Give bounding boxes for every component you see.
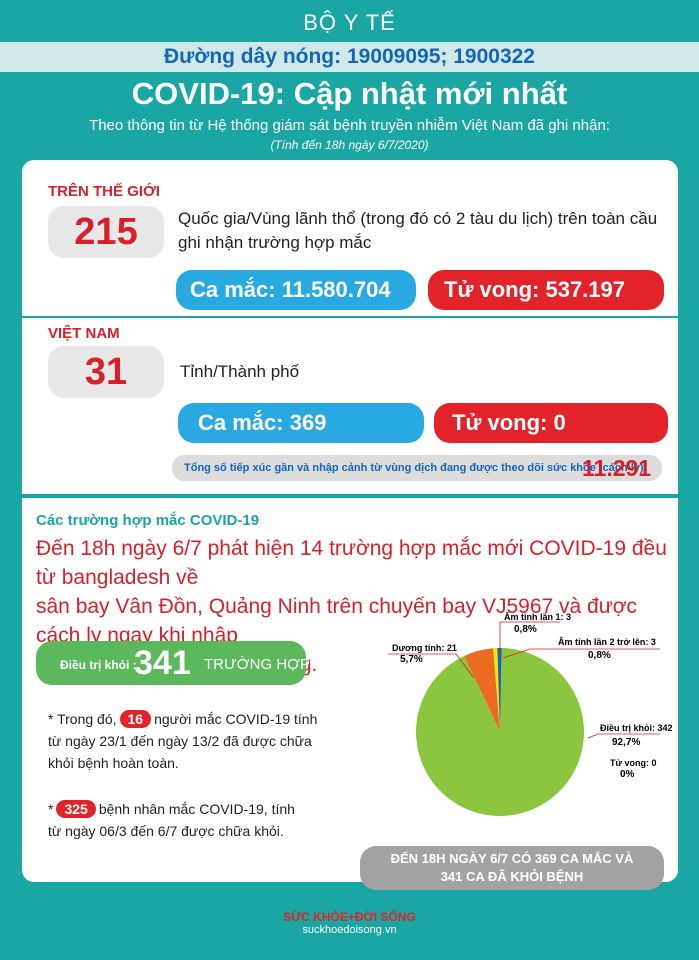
pie-slice-duong-tinh <box>464 648 500 732</box>
world-cases-pill: Ca mắc: 11.580.704 <box>176 270 416 310</box>
callout-negative-2: Âm tính lần 2 trở lên: 3 0,8% <box>502 636 660 661</box>
cases-pie-chart: Âm tính lần 1: 3 0,8% Âm tính lần 2 trở … <box>388 611 673 816</box>
summary-line1: ĐẾN 18H NGÀY 6/7 CÓ 369 CA MẮC VÀ <box>390 851 634 866</box>
pie-slice-am-tinh-lan-1 <box>493 648 500 732</box>
note-early-cases: * Trong đó, 16 người mắc COVID-19 tính từ … <box>48 708 348 774</box>
note1-line2: từ ngày 23/1 đến ngày 13/2 đã được chữa <box>48 733 312 749</box>
contact-text: Tổng số tiếp xúc gần và nhập cảnh từ vùn… <box>184 462 648 474</box>
vietnam-cases-pill: Ca mắc: 369 <box>178 403 424 443</box>
brand-url: suckhoedoisong.vn <box>302 924 397 936</box>
cured-pill <box>36 641 306 685</box>
callout-deaths-label: Tử vong: 0 <box>610 758 657 768</box>
callout-negative-2-label: Âm tính lần 2 trở lên: 3 <box>558 636 656 647</box>
callout-negative-1-percent: 0,8% <box>514 624 537 635</box>
note2-prefix: * <box>48 801 54 817</box>
callout-deaths-percent: 0% <box>620 769 635 780</box>
cases-paragraph-line1: Đến 18h ngày 6/7 phát hiện 14 trường hợp… <box>36 537 667 589</box>
pie-slices <box>416 648 584 816</box>
vietnam-desc: Tỉnh/Thành phố <box>180 362 300 381</box>
footer: SỨC KHỎE+ĐỜI SỐNG suckhoedoisong.vn <box>0 910 699 936</box>
callout-cured: Điều trị khỏi: 342 92,7% <box>587 723 673 748</box>
callout-cured-label: Điều trị khỏi: 342 <box>600 723 673 733</box>
ministry-title: BỘ Y TẾ <box>303 10 396 35</box>
callout-positive: Dương tính: 21 5,7% <box>388 643 475 679</box>
summary-bar: ĐẾN 18H NGÀY 6/7 CÓ 369 CA MẮC VÀ 341 CA… <box>360 846 664 890</box>
cured-unit: TRƯỜNG HỢP <box>204 656 311 673</box>
vietnam-deaths-pill: Tử vong: 0 <box>434 403 668 443</box>
vietnam-province-count: 31 <box>48 346 164 398</box>
note1-prefix: * Trong đó, <box>48 711 117 727</box>
vietnam-label: VIỆT NAM <box>48 325 120 342</box>
contact-count: 11.291 <box>582 455 652 481</box>
page-title: COVID-19: Cập nhật mới nhất <box>131 76 568 111</box>
summary-line2: 341 CA ĐÃ KHỎI BỆNH <box>440 869 584 884</box>
callout-positive-percent: 5,7% <box>400 654 423 665</box>
cases-title: Các trường hợp mắc COVID-19 <box>36 512 260 529</box>
callout-negative-2-percent: 0,8% <box>588 650 611 661</box>
note2-badge: 325 <box>56 800 96 818</box>
callout-cured-line <box>587 733 660 739</box>
note2-line2: từ ngày 06/3 đến 6/7 được chữa khỏi. <box>48 823 284 839</box>
callout-negative-1: Âm tính lần 1: 3 0,8% <box>499 611 571 656</box>
pie-slice-dieu-tri-khoi <box>416 648 584 816</box>
note-later-cases: * 325 bệnh nhân mắc COVID-19, tính từ ngày… <box>48 798 348 842</box>
subtitle: Theo thông tin từ Hệ thống giám sát bệnh… <box>89 117 610 134</box>
note1-suffix: người mắc COVID-19 tính <box>154 711 318 727</box>
hotline-bar <box>0 42 699 72</box>
note1-line3: khỏi bệnh hoàn toàn. <box>48 755 179 771</box>
world-country-count: 215 <box>48 206 164 258</box>
world-desc: Quốc gia/Vùng lãnh thổ (trong đó có 2 tà… <box>178 207 678 255</box>
world-deaths-pill: Tử vong: 537.197 <box>428 270 664 310</box>
callout-negative-1-line <box>499 621 560 656</box>
callout-negative-2-line <box>502 648 660 659</box>
world-label: TRÊN THẾ GIỚI <box>48 183 160 200</box>
contact-bar <box>172 455 662 481</box>
callout-cured-percent: 92,7% <box>612 737 640 748</box>
callout-positive-label: Dương tính: 21 <box>392 643 457 653</box>
cured-label: Điều trị khỏi : <box>60 658 137 672</box>
callout-deaths: Tử vong: 0 0% <box>610 758 657 780</box>
callout-negative-1-label: Âm tính lần 1: 3 <box>504 611 571 622</box>
hotline: Đường dây nóng: 19009095; 1900322 <box>164 45 535 68</box>
date-note: (Tính đến 18h ngày 6/7/2020) <box>270 138 429 152</box>
world-desc-line2: ghi nhận trường hợp mắc <box>178 233 372 252</box>
pie-slice-am-tinh-lan-2-tro-len <box>497 648 502 732</box>
note1-badge: 16 <box>119 710 152 728</box>
brand-logo: SỨC KHỎE+ĐỜI SỐNG <box>283 910 416 924</box>
callout-positive-line <box>388 653 475 679</box>
cured-count: 341 <box>134 644 191 682</box>
note2-suffix: bệnh nhân mắc COVID-19, tính <box>98 801 295 817</box>
world-desc-line1: Quốc gia/Vùng lãnh thổ (trong đó có 2 tà… <box>178 209 658 228</box>
